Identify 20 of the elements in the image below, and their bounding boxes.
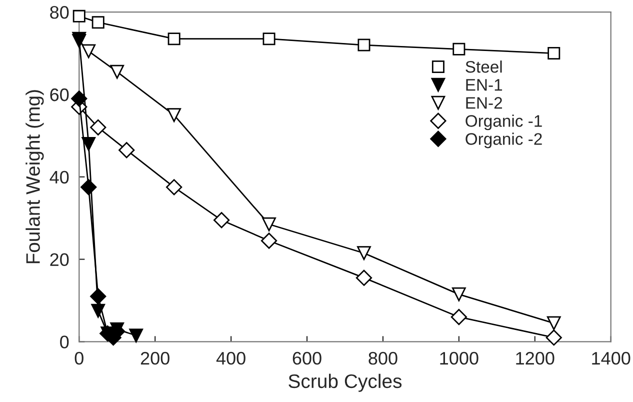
x-axis-title: Scrub Cycles — [288, 374, 402, 392]
y-axis-title: Foulant Weight (mg) — [26, 90, 44, 264]
y-tick-label: 40 — [50, 170, 69, 184]
x-tick-label: 400 — [216, 352, 246, 365]
x-tick-label: 800 — [368, 352, 398, 365]
legend-label: Organic -2 — [466, 132, 542, 148]
legend-label: EN-1 — [466, 79, 502, 91]
x-tick-label: 1400 — [592, 352, 630, 365]
legend-label: Organic -1 — [466, 114, 542, 130]
x-tick-label: 600 — [292, 352, 322, 365]
x-tick-label: 200 — [140, 352, 170, 365]
x-tick-label: 1200 — [516, 352, 554, 365]
y-tick-label: 20 — [50, 253, 69, 266]
legend-label: EN-2 — [466, 97, 502, 109]
x-tick-label: 0 — [74, 352, 84, 365]
x-tick-label: 1000 — [440, 352, 478, 365]
y-tick-label: 60 — [50, 88, 69, 102]
legend-label: Steel — [466, 60, 502, 73]
y-tick-label: 80 — [50, 6, 69, 19]
y-tick-label: 0 — [60, 336, 69, 348]
